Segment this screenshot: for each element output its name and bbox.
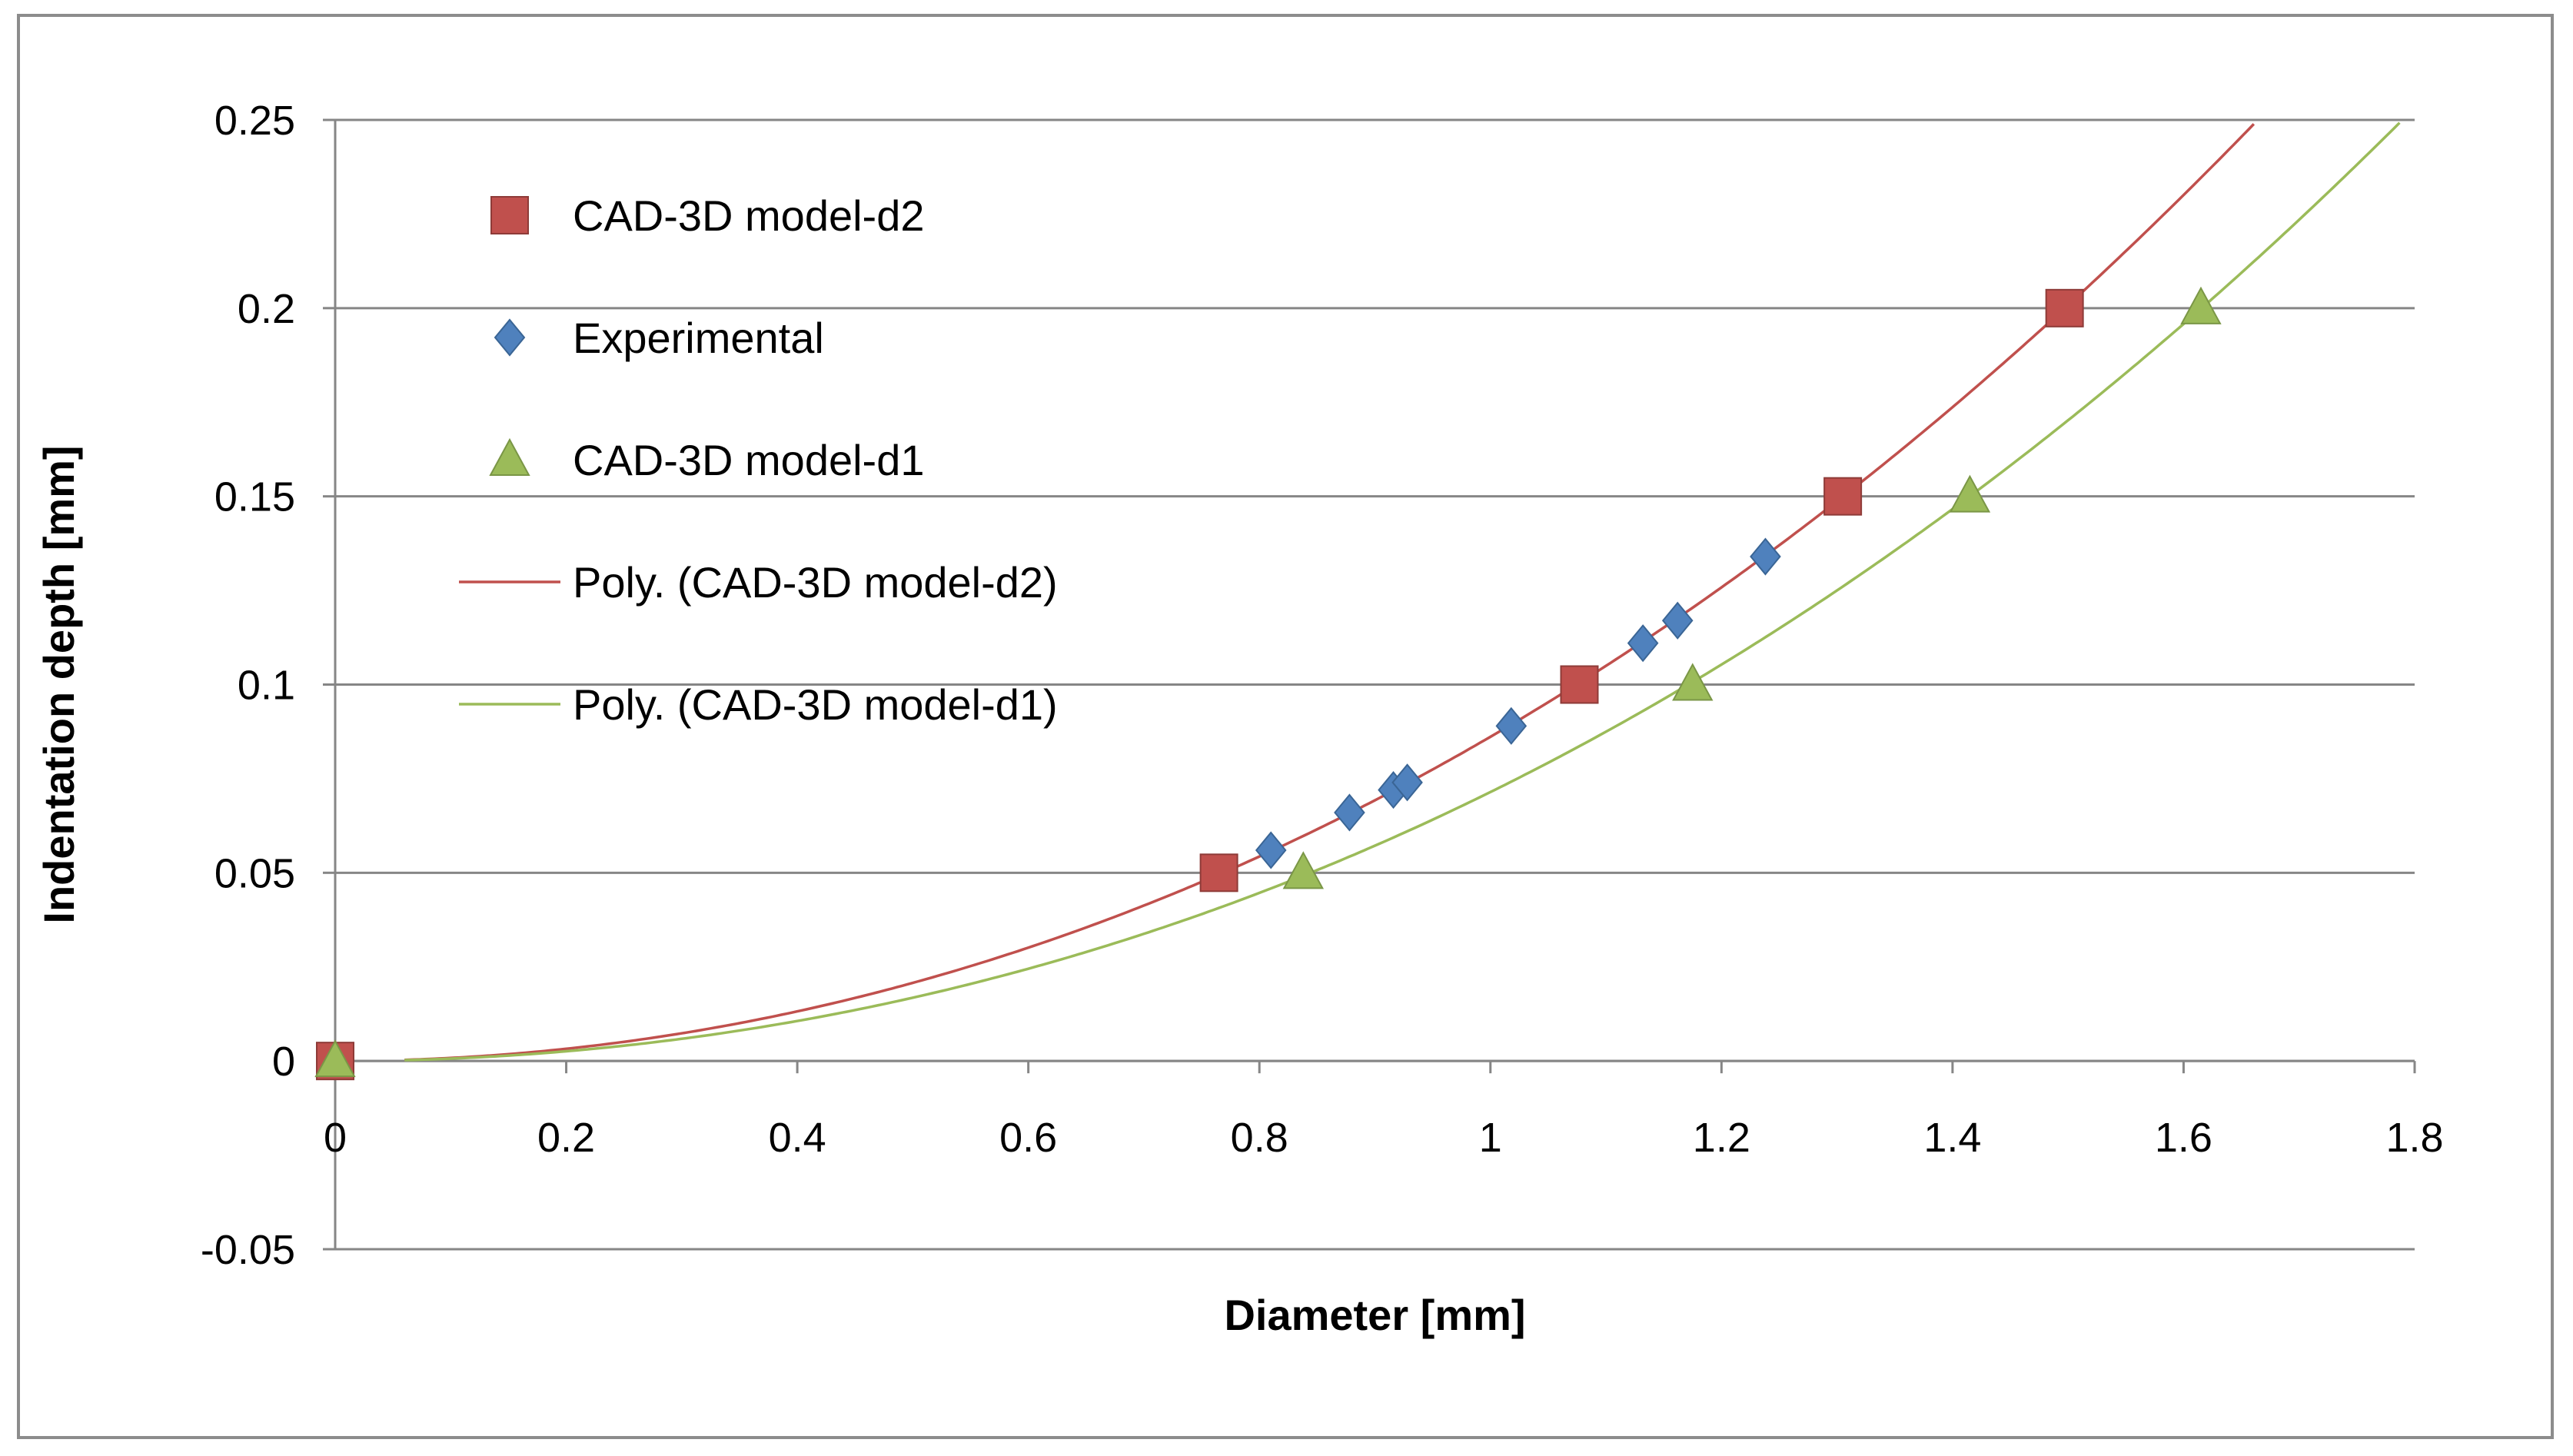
diamond-marker (1334, 793, 1365, 832)
scatter-chart: -0.05 0 0.05 0.1 0.15 0.2 0.25 0 0.2 0.4 0.6 0.8 1 1.… (35, 98, 2444, 1339)
y-tick-label: 0.05 (214, 850, 295, 896)
tick-labels: -0.05 0 0.05 0.1 0.15 0.2 0.25 0 0.2 0.4 0.6 0.8 1 1.… (201, 98, 2444, 1273)
legend-label: CAD-3D model-d2 (573, 191, 925, 240)
legend-item: Experimental (494, 314, 824, 362)
x-tick-label: 1 (1479, 1115, 1502, 1161)
legend-label: CAD-3D model-d1 (573, 436, 925, 484)
triangle-marker (1282, 851, 1325, 889)
y-axis-title: Indentation depth [mm] (35, 445, 83, 923)
triangle-marker (314, 1039, 356, 1078)
legend-item: Poly. (CAD-3D model-d2) (459, 558, 1058, 607)
diamond-marker (1627, 624, 1659, 663)
chart-frame: -0.05 0 0.05 0.1 0.15 0.2 0.25 0 0.2 0.4 0.6 0.8 1 1.… (17, 14, 2554, 1439)
legend: CAD-3D model-d2 Experimental CAD-3D model-… (459, 191, 1058, 729)
y-tick-label: 0 (272, 1039, 295, 1085)
x-tick-label: 1.2 (1693, 1115, 1750, 1161)
square-marker (2045, 288, 2084, 327)
y-tick-label: 0.1 (238, 663, 295, 709)
x-tick-label: 1.6 (2155, 1115, 2212, 1161)
diamond-marker (494, 318, 526, 357)
legend-label: Experimental (573, 314, 824, 362)
square-marker (1560, 665, 1599, 704)
diamond-marker (1661, 601, 1694, 640)
x-axis-title: Diameter [mm] (1224, 1291, 1525, 1339)
trendline (404, 121, 2401, 1062)
legend-label: Poly. (CAD-3D model-d1) (573, 680, 1058, 729)
x-tick-label: 1.4 (1923, 1115, 1981, 1161)
data-points (314, 286, 2222, 1081)
triangle-marker (2180, 286, 2222, 324)
square-marker (490, 196, 529, 234)
square-marker (1199, 853, 1238, 893)
legend-item: CAD-3D model-d2 (490, 191, 925, 240)
triangle-marker (489, 437, 530, 476)
triangle-marker (1672, 663, 1714, 701)
diamond-marker (1391, 763, 1423, 802)
x-tick-label: 0.2 (537, 1115, 595, 1161)
legend-label: Poly. (CAD-3D model-d2) (573, 558, 1058, 607)
legend-item: Poly. (CAD-3D model-d1) (459, 680, 1058, 729)
x-tick-label: 0 (324, 1115, 347, 1161)
diamond-marker (1495, 706, 1528, 745)
square-marker (1823, 477, 1863, 516)
x-tick-label: 1.8 (2385, 1115, 2443, 1161)
y-tick-label: 0.15 (214, 474, 295, 520)
y-tick-label: 0.2 (238, 286, 295, 332)
x-tick-label: 0.8 (1231, 1115, 1288, 1161)
y-tick-label: -0.05 (201, 1227, 295, 1273)
trendline (404, 123, 2256, 1062)
diamond-marker (1750, 537, 1781, 576)
y-tick-label: 0.25 (214, 98, 295, 144)
x-tick-label: 0.6 (999, 1115, 1057, 1161)
trendlines (404, 121, 2401, 1062)
x-tick-label: 0.4 (769, 1115, 826, 1161)
legend-item: CAD-3D model-d1 (489, 436, 925, 484)
diamond-marker (1255, 831, 1287, 869)
triangle-marker (1949, 474, 1991, 513)
